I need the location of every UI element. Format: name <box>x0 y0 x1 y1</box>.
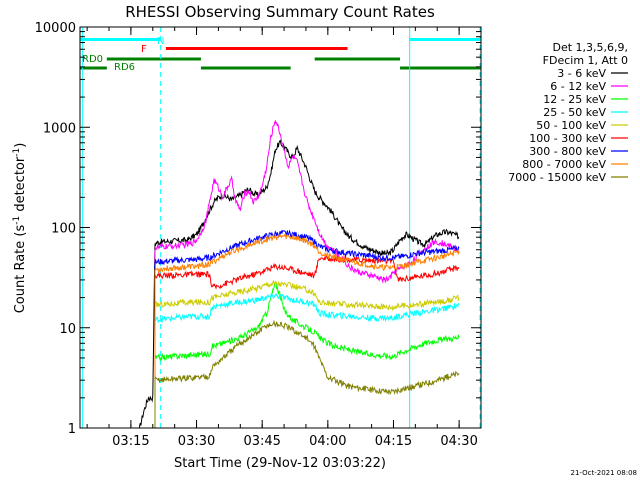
series-line-6 <box>154 229 460 428</box>
legend-label-7: 800 - 7000 keV <box>522 158 606 171</box>
x-tick-label-2: 03:45 <box>243 434 280 449</box>
y-tick-label-4: 10000 <box>35 21 76 36</box>
rd0-label: RD0 <box>82 54 103 65</box>
series-line-3 <box>154 292 460 428</box>
footer-date: 21-Oct-2021 08:08 <box>571 469 637 477</box>
legend-label-1: 6 - 12 keV <box>550 80 606 93</box>
legend-label-5: 100 - 300 keV <box>529 132 606 145</box>
legend-label-4: 50 - 100 keV <box>536 119 606 132</box>
x-tick-label-1: 03:30 <box>178 434 215 449</box>
legend-label-8: 7000 - 15000 keV <box>508 171 606 184</box>
series-line-8 <box>154 319 460 428</box>
legend-label-3: 25 - 50 keV <box>543 106 606 119</box>
legend-label-6: 300 - 800 keV <box>529 145 606 158</box>
y-axis-label: Count Rate (s-1 detector-1) <box>12 143 28 314</box>
series-line-2 <box>154 281 460 428</box>
legend-header-2: FDecim 1, Att 0 <box>543 54 628 67</box>
attenuator-label: F <box>141 44 147 55</box>
legend-header-1: Det 1,3,5,6,9, <box>552 41 628 54</box>
x-axis-label: Start Time (29-Nov-12 03:03:22) <box>174 456 386 471</box>
y-tick-label-2: 100 <box>51 222 76 237</box>
x-tick-label-3: 04:00 <box>309 434 346 449</box>
y-axis-label-exp-1: -1 <box>12 216 22 225</box>
x-tick-label-5: 04:30 <box>440 434 477 449</box>
axes: 03:15 03:30 03:45 04:00 04:15 04:30 1 10 100 1000… <box>35 21 481 449</box>
series-line-4 <box>154 279 460 428</box>
night-label: N <box>157 36 164 47</box>
x-tick-label-0: 03:15 <box>112 434 149 449</box>
y-axis-label-part-3: ) <box>13 143 28 148</box>
y-axis-label-part-2: detector <box>13 156 28 216</box>
y-tick-label-1: 10 <box>59 322 76 337</box>
series-line-5 <box>154 254 460 428</box>
y-tick-label-0: 1 <box>68 422 76 437</box>
legend-label-0: 3 - 6 keV <box>557 67 606 80</box>
observing-intervals <box>80 38 481 70</box>
legend-label-2: 12 - 25 keV <box>543 93 606 106</box>
x-tick-label-4: 04:15 <box>375 434 412 449</box>
series-lines <box>139 119 460 428</box>
series-line-1 <box>154 119 460 428</box>
y-axis-label-exp-2: -1 <box>12 148 22 157</box>
y-tick-label-3: 1000 <box>43 121 76 136</box>
y-axis-label-part-1: Count Rate (s <box>13 225 28 314</box>
series-line-7 <box>154 233 460 428</box>
series-line-0 <box>139 139 460 428</box>
rd6-label: RD6 <box>114 62 135 73</box>
chart-title: RHESSI Observing Summary Count Rates <box>125 3 435 21</box>
legend: Det 1,3,5,6,9, FDecim 1, Att 0 3 - 6 keV… <box>508 41 628 184</box>
